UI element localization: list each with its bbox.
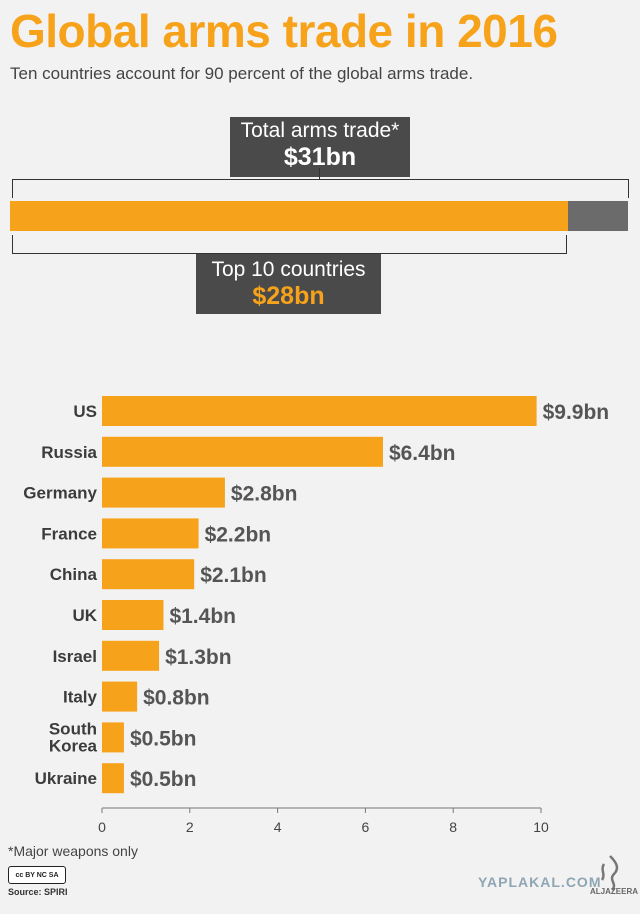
value-label: $1.4bn — [169, 605, 236, 628]
x-tick-label: 2 — [186, 819, 194, 835]
bar — [102, 559, 195, 590]
source-note: Source: SPIRI — [8, 887, 68, 897]
total-trade-value: $31bn — [283, 142, 357, 171]
value-label: $6.4bn — [389, 442, 456, 465]
category-label: Germany — [23, 484, 97, 503]
country-bar-chart: US $9.9bn Russia $6.4bn Germany $2.8bn France $… — [23, 396, 610, 835]
value-label: $1.3bn — [165, 646, 232, 669]
value-label: $0.5bn — [130, 727, 197, 750]
brand-name: ALJAZEERA — [590, 887, 639, 896]
x-tick-label: 10 — [533, 819, 549, 835]
category-label: US — [73, 402, 97, 421]
footnote: *Major weapons only — [8, 843, 138, 859]
chart-subtitle: Ten countries account for 90 percent of … — [10, 64, 474, 83]
bar — [102, 396, 537, 426]
bar — [102, 722, 124, 753]
bar — [102, 600, 164, 630]
value-label: $0.5bn — [130, 768, 197, 791]
bar — [102, 436, 383, 467]
total-trade-bar — [10, 201, 628, 231]
value-label: $2.8bn — [231, 483, 298, 506]
top10-bracket — [12, 235, 567, 254]
total-bracket — [12, 179, 629, 198]
category-label: France — [41, 524, 97, 543]
top10-label: Top 10 countries — [211, 258, 366, 281]
top10-value: $28bn — [252, 281, 325, 310]
top10-callout: Top 10 countries $28bn — [196, 254, 381, 314]
watermark: YAPLAKAL.COM — [478, 874, 602, 890]
total-bracket-tick — [319, 168, 320, 180]
category-label: Israel — [53, 647, 97, 666]
creative-commons-badge: cc BY NC SA — [8, 866, 66, 884]
value-label: $2.1bn — [200, 564, 267, 587]
total-trade-label: Total arms trade* — [240, 119, 400, 142]
category-label: South Korea — [49, 719, 98, 755]
bar — [102, 518, 199, 549]
cc-license-text: cc BY NC SA — [15, 871, 59, 879]
category-label: Russia — [41, 443, 97, 462]
chart-title: Global arms trade in 2016 — [10, 5, 558, 57]
bar — [102, 763, 124, 794]
x-tick-label: 6 — [362, 819, 370, 835]
category-label: UK — [72, 606, 97, 625]
value-label: $9.9bn — [543, 401, 610, 424]
value-label: $2.2bn — [205, 523, 272, 546]
category-label: Ukraine — [35, 769, 97, 788]
x-tick-label: 4 — [274, 819, 282, 835]
bar — [102, 477, 225, 508]
value-label: $0.8bn — [143, 687, 210, 710]
top10-share-fill — [10, 201, 569, 231]
category-label: China — [50, 565, 98, 584]
category-label: Italy — [63, 688, 98, 707]
x-tick-label: 0 — [98, 819, 106, 835]
bar — [102, 640, 160, 671]
x-tick-label: 8 — [449, 819, 457, 835]
total-trade-callout: Total arms trade* $31bn — [230, 117, 410, 177]
aljazeera-logo-icon — [600, 855, 619, 891]
bar — [102, 681, 138, 712]
